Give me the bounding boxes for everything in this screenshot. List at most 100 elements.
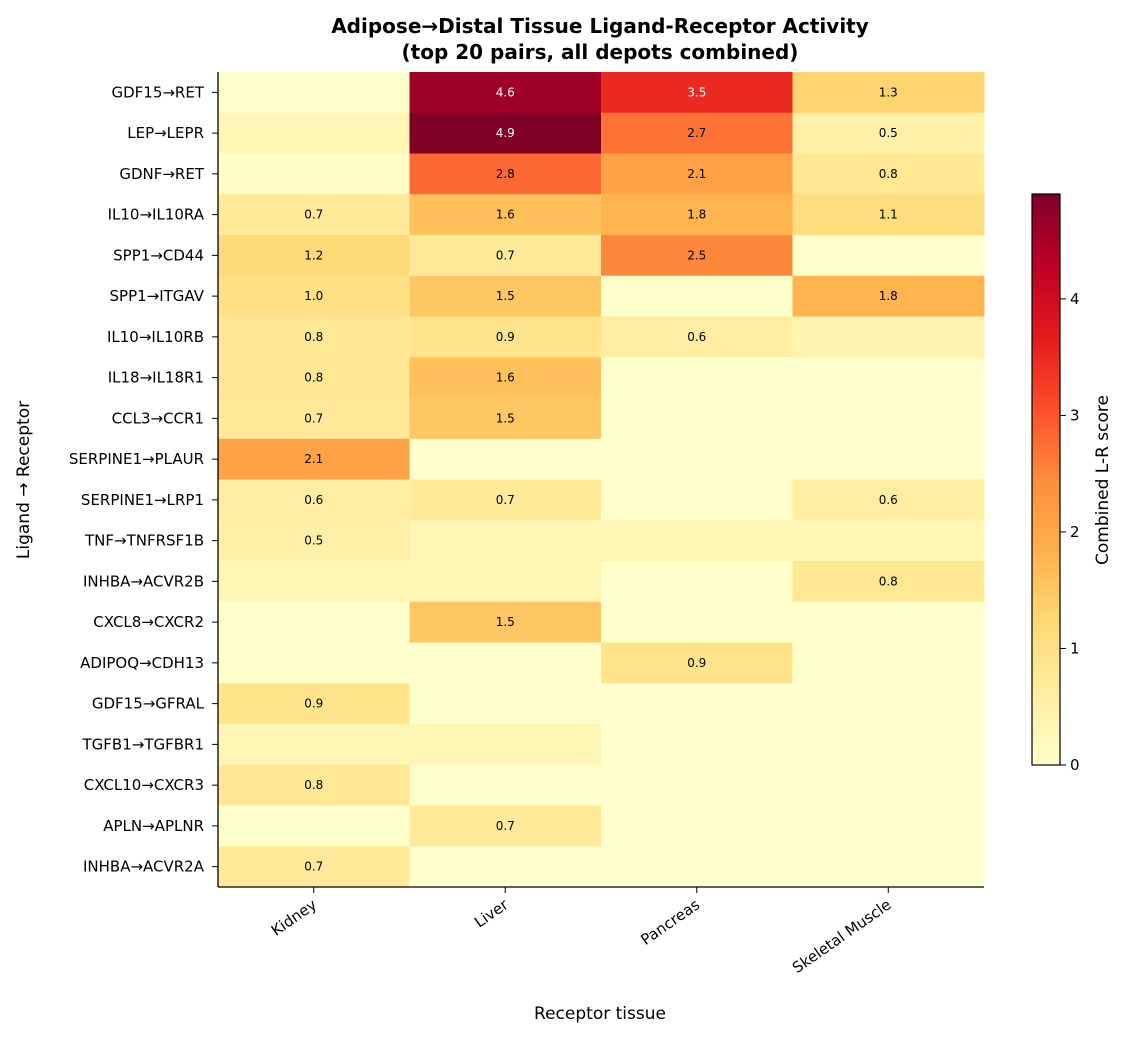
y-tick-label: SPP1→ITGAV (110, 287, 205, 305)
heatmap-cell (218, 683, 410, 725)
heatmap-cell (601, 112, 793, 154)
heatmap-cell-label: 4.9 (496, 126, 515, 140)
colorbar-label: Combined L-R score (1093, 395, 1113, 565)
heatmap-cell (218, 235, 410, 277)
y-tick-label: TGFB1→TGFBR1 (82, 735, 205, 753)
colorbar (1031, 193, 1061, 766)
heatmap-cell (601, 479, 793, 521)
heatmap-cell (409, 438, 602, 480)
colorbar-tick-label: 3 (1070, 406, 1080, 424)
heatmap-cell (218, 357, 410, 399)
heatmap-cell (218, 72, 410, 114)
heatmap-cell (218, 805, 410, 847)
heatmap-cell (601, 846, 793, 888)
heatmap-cell (792, 764, 985, 806)
heatmap-cell (601, 561, 793, 603)
heatmap-cell (409, 724, 602, 766)
heatmap-cell (792, 601, 985, 643)
chart-title: Adipose→Distal Tissue Ligand-Receptor Ac… (331, 14, 869, 38)
heatmap-cell (792, 194, 985, 236)
heatmap-cell (218, 561, 410, 603)
heatmap-cell (792, 153, 985, 195)
heatmap-cell (601, 357, 793, 399)
y-tick-label: APLN→APLNR (103, 817, 204, 835)
heatmap-cell-label: 1.5 (496, 615, 515, 629)
heatmap-cell (218, 438, 410, 480)
heatmap-cell (409, 805, 602, 847)
heatmap-cell (409, 112, 602, 154)
heatmap-cell (218, 642, 410, 684)
heatmap-cell (601, 398, 793, 440)
y-tick-label: GDNF→RET (119, 165, 204, 183)
heatmap-cell-label: 1.8 (879, 289, 898, 303)
heatmap-cell (409, 846, 602, 888)
heatmap-cell-label: 2.8 (496, 167, 515, 181)
y-tick-label: SERPINE1→PLAUR (69, 450, 204, 468)
heatmap-cell-label: 0.6 (879, 493, 898, 507)
heatmap-cell (218, 724, 410, 766)
heatmap-cell (409, 520, 602, 562)
heatmap-cell-labels: 4.6 3.5 1.3 4.9 2.7 0.5 2.8 2.1 0.8 0.7 1.6 1.8 1.1 1… (304, 85, 898, 873)
heatmap-cell (218, 398, 410, 440)
heatmap-cell-label: 1.5 (496, 411, 515, 425)
y-tick-label: CXCL10→CXCR3 (84, 776, 204, 794)
y-tick-label: TNF→TNFRSF1B (84, 532, 204, 550)
heatmap-cell (601, 275, 793, 317)
heatmap-cell (601, 235, 793, 277)
heatmap-cell (218, 275, 410, 317)
heatmap-cell-label: 0.8 (879, 574, 898, 588)
y-tick-label: ADIPOQ→CDH13 (80, 654, 204, 672)
heatmap-cell (601, 683, 793, 725)
heatmap-cell (792, 683, 985, 725)
heatmap-cell (409, 642, 602, 684)
chart-subtitle: (top 20 pairs, all depots combined) (402, 40, 799, 64)
heatmap-cell (601, 805, 793, 847)
heatmap-cell-label: 0.8 (304, 371, 323, 385)
heatmap-cell-label: 2.7 (687, 126, 706, 140)
heatmap-cell-label: 0.5 (304, 534, 323, 548)
heatmap-cell (792, 72, 985, 114)
y-tick-label: SERPINE1→LRP1 (81, 491, 204, 509)
heatmap-cell (409, 764, 602, 806)
heatmap-cell (409, 683, 602, 725)
heatmap-cell (601, 438, 793, 480)
heatmap-cell (409, 357, 602, 399)
x-tick-label: Skeletal Muscle (789, 896, 895, 977)
heatmap-cell (601, 153, 793, 195)
heatmap-cell-label: 0.8 (879, 167, 898, 181)
colorbar-tick-label: 1 (1070, 639, 1080, 657)
x-tick-label: Liver (471, 895, 512, 931)
y-tick-label: LEP→LEPR (127, 124, 204, 142)
x-tick-label: Kidney (268, 895, 320, 939)
heatmap-cell (409, 479, 602, 521)
heatmap-cell (601, 642, 793, 684)
heatmap-cell-label: 0.6 (304, 493, 323, 507)
heatmap-cell (601, 194, 793, 236)
heatmap-cell-label: 1.5 (496, 289, 515, 303)
heatmap-cell (409, 601, 602, 643)
colorbar-ticks: 0 1 2 3 4 (1060, 290, 1080, 774)
heatmap-cell (218, 764, 410, 806)
heatmap-cell-label: 1.6 (496, 208, 515, 222)
heatmap-cell (409, 235, 602, 277)
y-axis-ticks: GDF15→RET LEP→LEPR GDNF→RET IL10→IL10RA SPP1… (69, 83, 218, 876)
heatmap-cell (792, 112, 985, 154)
x-axis-label: Receptor tissue (534, 1004, 666, 1024)
heatmap-cell (792, 846, 985, 888)
heatmap-cell (218, 194, 410, 236)
heatmap-cell (218, 846, 410, 888)
heatmap-cell (409, 153, 602, 195)
y-tick-label: IL10→IL10RB (107, 328, 204, 346)
heatmap-cell (792, 561, 985, 603)
heatmap-cell (409, 275, 602, 317)
heatmap-cell (601, 724, 793, 766)
colorbar-tick-label: 4 (1070, 290, 1080, 308)
heatmap-cell (218, 112, 410, 154)
heatmap-cell-label: 0.8 (304, 778, 323, 792)
y-tick-label: INHBA→ACVR2B (83, 572, 204, 590)
heatmap-cell (601, 72, 793, 114)
heatmap-cell (792, 520, 985, 562)
heatmap-cell (792, 357, 985, 399)
heatmap-cell-label: 0.7 (304, 411, 323, 425)
heatmap-cells (218, 72, 985, 888)
